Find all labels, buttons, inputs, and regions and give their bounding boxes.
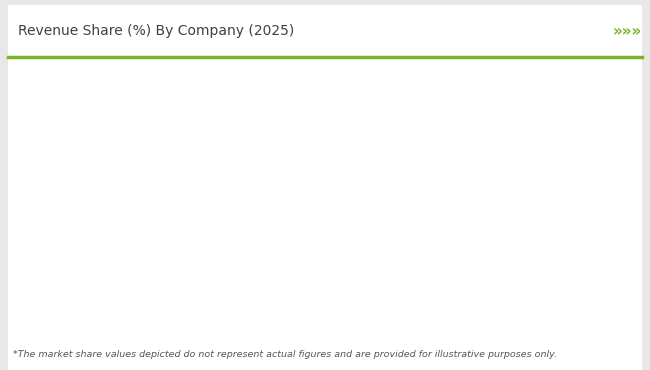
Wedge shape <box>185 94 293 202</box>
Wedge shape <box>77 202 185 276</box>
Wedge shape <box>185 202 293 308</box>
Text: *The market share values depicted do not represent actual figures and are provid: *The market share values depicted do not… <box>13 350 557 359</box>
Wedge shape <box>77 156 185 208</box>
Wedge shape <box>88 94 185 202</box>
Text: Backpacker's Pantry: Backpacker's Pantry <box>396 245 516 258</box>
Text: Mountain House: Mountain House <box>396 91 493 104</box>
Text: Augason Farms: Augason Farms <box>396 168 487 181</box>
Text: Legacy Food Storage: Legacy Food Storage <box>396 206 520 219</box>
Text: Revenue Share (%) By Company (2025): Revenue Share (%) By Company (2025) <box>18 24 294 38</box>
Wedge shape <box>107 202 205 310</box>
Text: Others: Others <box>396 283 437 296</box>
Text: »»»: »»» <box>612 24 642 39</box>
Text: Wise Company: Wise Company <box>396 130 485 142</box>
